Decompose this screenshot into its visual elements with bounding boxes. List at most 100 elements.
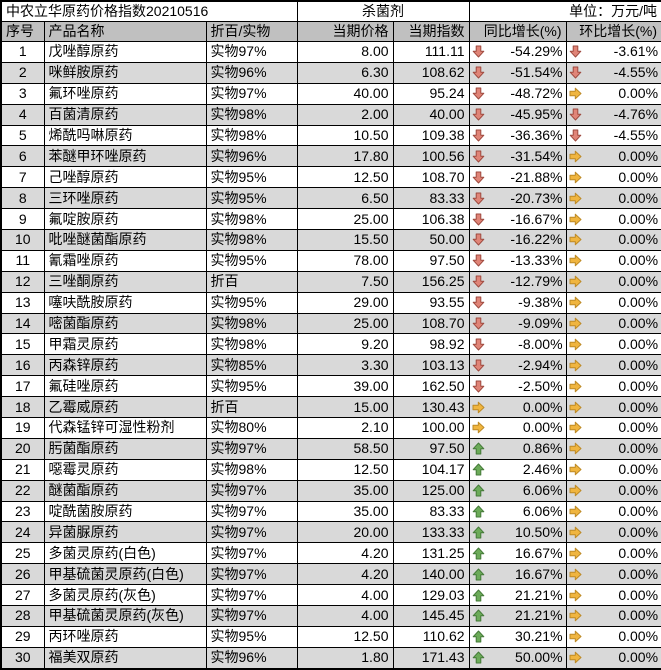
up-arrow-icon [472,463,485,476]
table-row: 25 多菌灵原药(白色) 实物97% 4.20 131.25 16.67% 0.… [0,542,661,565]
up-arrow-icon [472,568,485,581]
col-header-spec: 折百/实物 [205,21,298,42]
product-name-cell: 啶酰菌胺原药 [43,500,207,523]
current-index-cell: 108.70 [392,166,470,189]
mom-change-cell: 0.00% [565,249,661,272]
yoy-change-value: 10.50% [515,523,563,540]
spec-cell: 实物95% [205,166,298,189]
up-arrow-icon [472,526,485,539]
column-header-row: 序号 产品名称 折百/实物 当期价格 当期指数 同比增长(%) 环比增长(%) [0,21,661,42]
spec-cell: 实物96% [205,646,298,670]
product-name-cell: 噁霉灵原药 [43,458,207,481]
yoy-change-value: -9.38% [518,294,563,311]
right-arrow-icon [569,651,582,664]
row-serial-number: 28 [0,605,45,627]
yoy-change-cell: 0.00% [468,417,567,439]
spec-cell: 实物97% [205,437,298,460]
product-name-cell: 甲基硫菌灵原药(白色) [43,563,207,586]
current-price-cell: 6.30 [296,61,394,84]
spec-cell: 实物98% [205,458,298,481]
current-index-cell: 93.55 [392,291,470,314]
table-row: 7 己唑醇原药 实物95% 12.50 108.70 -21.88% 0.00% [0,166,661,189]
current-index-cell: 98.92 [392,333,470,356]
current-index-cell: 50.00 [392,229,470,251]
mom-change-cell: -4.55% [565,61,661,84]
col-header-current-price: 当期价格 [296,21,394,42]
current-price-cell: 39.00 [296,375,394,398]
down-arrow-icon [472,66,485,79]
mom-change-cell: 0.00% [565,605,661,627]
table-row: 14 嘧菌酯原药 实物98% 25.00 108.70 -9.09% 0.00% [0,312,661,335]
row-serial-number: 7 [0,166,45,189]
table-row: 1 戊唑醇原药 实物97% 8.00 111.11 -54.29% -3.61% [0,41,661,63]
col-header-current-index: 当期指数 [392,21,470,42]
unit-label: 单位：万元/吨 [468,0,661,22]
yoy-change-value: 21.21% [515,607,563,624]
col-header-product-name: 产品名称 [43,21,207,42]
table-row: 20 肟菌酯原药 实物97% 58.50 97.50 0.86% 0.00% [0,437,661,460]
right-arrow-icon [569,526,582,539]
mom-change-value: 0.00% [618,523,659,540]
yoy-change-value: -36.36% [510,127,563,143]
product-name-cell: 乙霉威原药 [43,396,207,419]
row-serial-number: 4 [0,103,45,126]
spec-cell: 实物97% [205,479,298,502]
yoy-change-cell: -20.73% [468,187,567,210]
current-index-cell: 104.17 [392,458,470,481]
up-arrow-icon [472,484,485,497]
current-index-cell: 100.56 [392,145,470,168]
current-index-cell: 111.11 [392,41,470,63]
up-arrow-icon [472,442,485,455]
mom-change-cell: 0.00% [565,229,661,251]
current-index-cell: 125.00 [392,479,470,502]
mom-change-value: 0.00% [618,294,659,311]
mom-change-value: 0.00% [618,168,659,185]
yoy-change-value: 30.21% [515,628,563,645]
down-arrow-icon [472,171,485,184]
yoy-change-cell: 21.21% [468,605,567,627]
current-price-cell: 25.00 [296,208,394,231]
right-arrow-icon [569,589,582,602]
yoy-change-cell: 21.21% [468,584,567,607]
product-name-cell: 肟菌酯原药 [43,437,207,460]
row-serial-number: 12 [0,270,45,293]
mom-change-value: 0.00% [618,461,659,478]
mom-change-cell: 0.00% [565,312,661,335]
row-serial-number: 29 [0,625,45,648]
product-name-cell: 多菌灵原药(白色) [43,542,207,565]
current-index-cell: 171.43 [392,646,470,670]
yoy-change-cell: -8.00% [468,333,567,356]
right-arrow-icon [569,505,582,518]
table-row: 27 多菌灵原药(灰色) 实物97% 4.00 129.03 21.21% 0.… [0,584,661,607]
down-arrow-icon [472,296,485,309]
current-price-cell: 25.00 [296,312,394,335]
down-arrow-icon [569,45,582,58]
right-arrow-icon [569,275,582,288]
product-name-cell: 多菌灵原药(灰色) [43,584,207,607]
current-index-cell: 103.13 [392,354,470,377]
yoy-change-cell: -54.29% [468,41,567,63]
mom-change-value: 0.00% [618,189,659,206]
current-index-cell: 145.45 [392,605,470,627]
table-row: 10 吡唑醚菌酯原药 实物98% 15.50 50.00 -16.22% 0.0… [0,229,661,251]
row-serial-number: 26 [0,563,45,586]
yoy-change-value: -2.50% [518,377,563,394]
product-name-cell: 代森锰锌可湿性粉剂 [43,417,207,439]
down-arrow-icon [472,254,485,267]
table-body: 1 戊唑醇原药 实物97% 8.00 111.11 -54.29% -3.61%… [0,41,661,670]
table-row: 15 甲霜灵原药 实物98% 9.20 98.92 -8.00% 0.00% [0,333,661,356]
mom-change-value: 0.00% [618,252,659,269]
product-name-cell: 氟啶胺原药 [43,208,207,231]
table-row: 19 代森锰锌可湿性粉剂 实物80% 2.10 100.00 0.00% 0.0… [0,417,661,439]
current-price-cell: 12.50 [296,458,394,481]
current-price-cell: 4.00 [296,605,394,627]
product-name-cell: 百菌清原药 [43,103,207,126]
right-arrow-icon [569,609,582,622]
yoy-change-value: -48.72% [510,85,563,102]
mom-change-cell: 0.00% [565,625,661,648]
yoy-change-value: -20.73% [510,189,563,206]
up-arrow-icon [472,547,485,560]
yoy-change-cell: -2.94% [468,354,567,377]
mom-change-cell: 0.00% [565,521,661,544]
